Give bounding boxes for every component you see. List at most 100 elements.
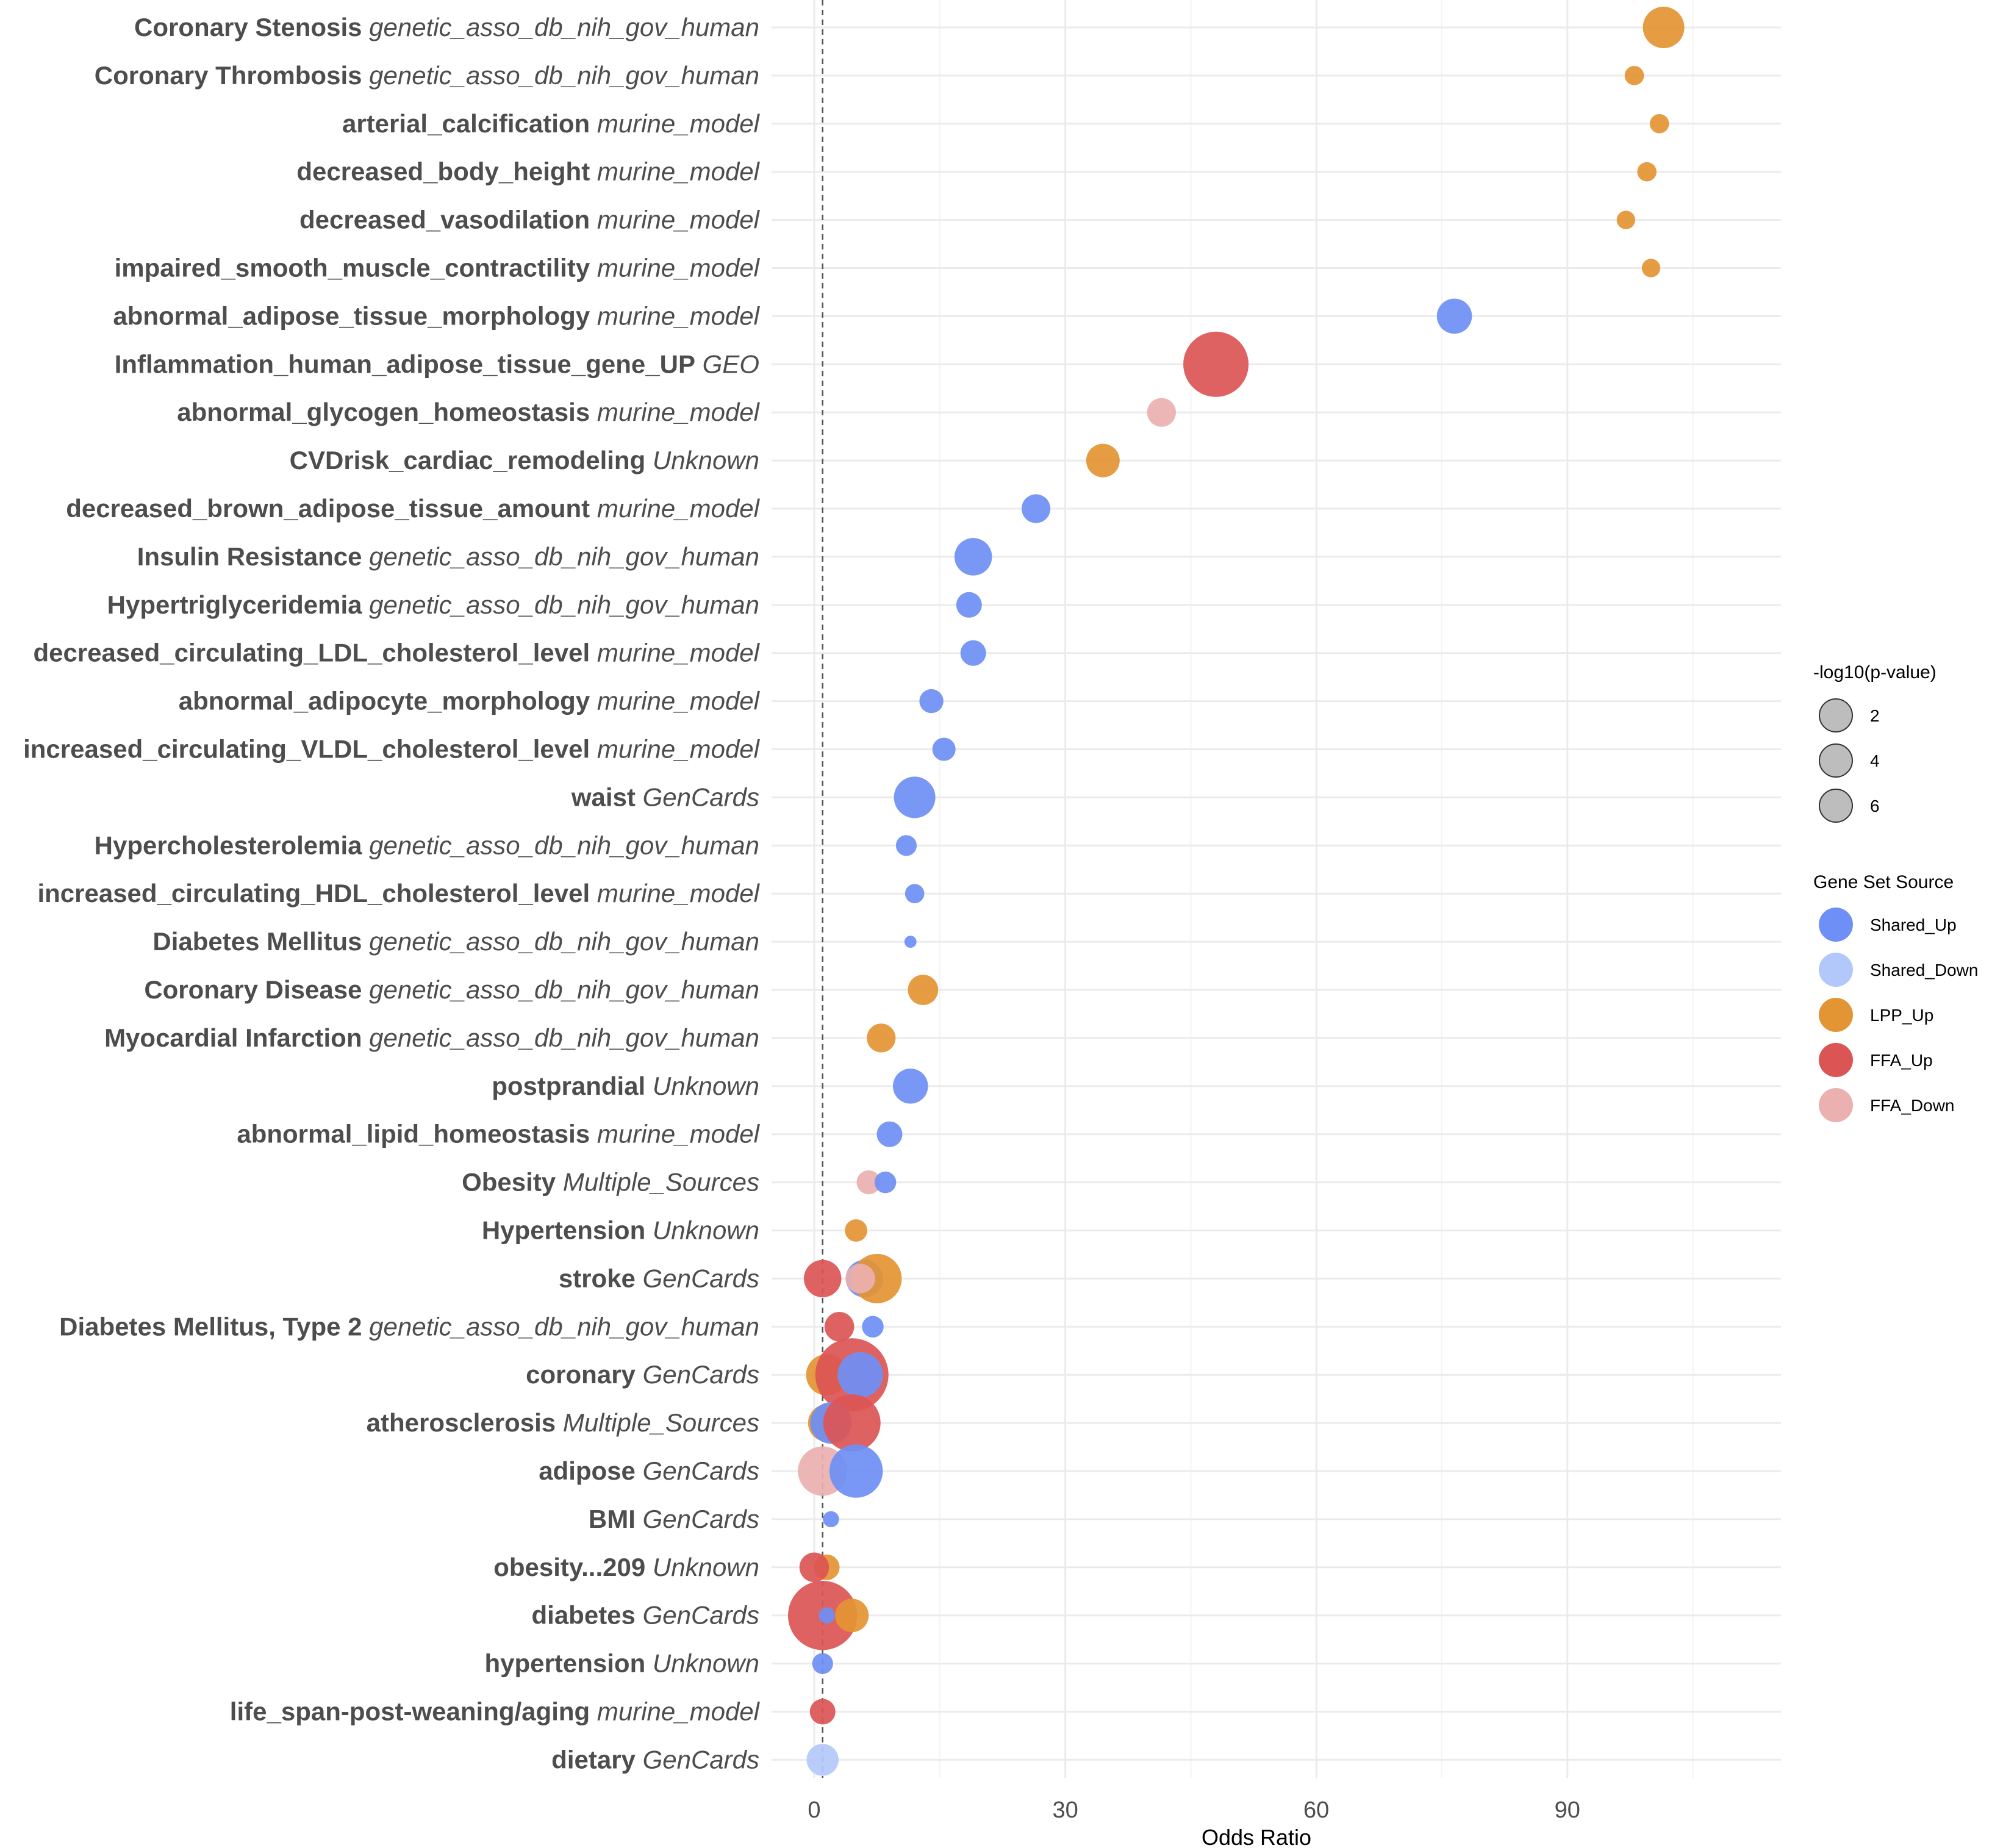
y-label-term: abnormal_adipose_tissue_morphology: [113, 301, 590, 330]
color-legend-label: LPP_Up: [1870, 1006, 1933, 1025]
y-label-increased-circulating-vldl-cholesterol-level: increased_circulating_VLDL_cholesterol_l…: [23, 735, 761, 764]
y-label-term: hypertension: [485, 1649, 646, 1678]
y-label-term: stroke: [559, 1264, 636, 1292]
x-tick-label: 90: [1555, 1797, 1580, 1823]
y-label-term: coronary: [526, 1360, 636, 1389]
y-label-arterial-calcification: arterial_calcification murine_model: [342, 109, 761, 138]
size-legend-key: [1819, 743, 1853, 778]
size-legend-key: [1819, 698, 1853, 732]
point-coronary-disease-lpp-up: [908, 975, 939, 1005]
point-hypertriglyceridemia-shared-up: [956, 592, 982, 618]
color-legend-key-lpp-up: [1819, 998, 1853, 1032]
y-label-source: murine_model: [590, 109, 760, 138]
point-atherosclerosis-ffa-up: [823, 1394, 881, 1452]
point-abnormal-glycogen-homeostasis-ffa-down: [1147, 398, 1176, 427]
y-label-hypertriglyceridemia: Hypertriglyceridemia genetic_asso_db_nih…: [107, 590, 759, 619]
color-legend-label: FFA_Down: [1870, 1096, 1955, 1115]
y-label-decreased-circulating-ldl-cholesterol-level: decreased_circulating_LDL_cholesterol_le…: [33, 639, 760, 667]
size-legend-title: -log10(p-value): [1813, 662, 1936, 682]
y-label-coronary: coronary GenCards: [526, 1360, 759, 1389]
y-label-term: decreased_brown_adipose_tissue_amount: [66, 494, 590, 523]
y-label-term: Diabetes Mellitus: [152, 927, 362, 956]
y-label-source: Unknown: [645, 1072, 759, 1100]
color-legend-key-ffa-down: [1819, 1088, 1853, 1122]
y-label-term: Hypercholesterolemia: [95, 831, 362, 859]
y-label-source: GEO: [695, 349, 759, 378]
y-label-term: Obesity: [462, 1168, 556, 1197]
y-label-term: postprandial: [492, 1072, 645, 1100]
color-legend-key-shared-up: [1819, 908, 1853, 942]
point-insulin-resistance-shared-up: [954, 538, 992, 576]
y-label-decreased-body-height: decreased_body_height murine_model: [296, 157, 760, 186]
point-decreased-body-height-lpp-up: [1637, 162, 1657, 182]
y-label-term: atherosclerosis: [367, 1408, 556, 1437]
point-myocardial-infarction-lpp-up: [867, 1023, 896, 1053]
y-label-source: murine_model: [590, 206, 760, 234]
point-coronary-stenosis-lpp-up: [1643, 7, 1685, 48]
y-label-stroke: stroke GenCards: [559, 1264, 759, 1292]
point-life-span-post-weaning-aging-ffa-up: [809, 1699, 836, 1725]
y-label-term: waist: [571, 783, 636, 811]
y-label-source: murine_model: [590, 494, 760, 523]
y-label-abnormal-adipose-tissue-morphology: abnormal_adipose_tissue_morphology murin…: [113, 301, 760, 330]
color-legend-label: Shared_Down: [1870, 961, 1978, 980]
color-legend-label: Shared_Up: [1870, 915, 1957, 934]
y-label-term: decreased_vasodilation: [299, 206, 590, 234]
y-label-source: murine_model: [590, 687, 760, 715]
point-obesity-shared-up: [874, 1171, 897, 1194]
y-label-diabetes-mellitus-type-2: Diabetes Mellitus, Type 2 genetic_asso_d…: [59, 1312, 759, 1341]
y-label-source: genetic_asso_db_nih_gov_human: [362, 13, 759, 41]
y-label-term: Hypertriglyceridemia: [107, 590, 362, 619]
x-tick-label: 0: [808, 1797, 820, 1823]
x-axis-ticks: 0 30 60 90: [808, 1797, 1580, 1823]
y-label-source: genetic_asso_db_nih_gov_human: [362, 1312, 759, 1341]
point-coronary-thrombosis-lpp-up: [1624, 66, 1644, 85]
y-label-source: GenCards: [636, 1456, 759, 1485]
y-label-coronary-thrombosis: Coronary Thrombosis genetic_asso_db_nih_…: [95, 61, 759, 90]
color-legend-key-ffa-up: [1819, 1043, 1853, 1077]
y-label-source: murine_model: [590, 157, 760, 186]
y-label-myocardial-infarction: Myocardial Infarction genetic_asso_db_ni…: [104, 1023, 759, 1052]
point-inflammation-human-adipose-tissue-gene-up-ffa-up: [1183, 331, 1249, 397]
color-legend-title: Gene Set Source: [1813, 872, 1954, 892]
point-obesity-ffa-down: [856, 1170, 881, 1195]
y-label-source: genetic_asso_db_nih_gov_human: [362, 927, 759, 956]
point-diabetes-mellitus-type-2-shared-up: [862, 1316, 884, 1338]
point-abnormal-adipose-tissue-morphology-shared-up: [1436, 298, 1472, 334]
y-label-source: genetic_asso_db_nih_gov_human: [362, 590, 759, 619]
y-label-term: impaired_smooth_muscle_contractility: [115, 254, 590, 282]
size-legend-label: 4: [1870, 751, 1880, 770]
y-label-term: abnormal_glycogen_homeostasis: [177, 398, 590, 426]
y-label-term: adipose: [539, 1456, 636, 1485]
point-cvdrisk-cardiac-remodeling-lpp-up: [1086, 443, 1120, 478]
y-label-insulin-resistance: Insulin Resistance genetic_asso_db_nih_g…: [137, 542, 759, 571]
x-axis-title: Odds Ratio: [1202, 1825, 1311, 1848]
y-label-abnormal-adipocyte-morphology: abnormal_adipocyte_morphology murine_mod…: [179, 687, 761, 715]
y-label-life-span-post-weaning-aging: life_span-post-weaning/aging murine_mode…: [230, 1697, 761, 1726]
point-coronary-shared-up: [837, 1352, 883, 1398]
y-label-source: GenCards: [636, 1505, 759, 1533]
y-label-coronary-stenosis: Coronary Stenosis genetic_asso_db_nih_go…: [134, 13, 759, 41]
data-points: [787, 7, 1685, 1776]
x-tick-label: 30: [1052, 1797, 1078, 1823]
y-label-atherosclerosis: atherosclerosis Multiple_Sources: [367, 1408, 759, 1437]
y-label-decreased-vasodilation: decreased_vasodilation murine_model: [299, 206, 761, 234]
color-legend: Gene Set Source Shared_Up Shared_Down LPP_…: [1813, 872, 1978, 1122]
y-label-source: murine_model: [590, 879, 760, 908]
color-legend-key-shared-down: [1819, 953, 1853, 987]
y-label-term: Coronary Disease: [144, 975, 362, 1004]
point-dietary-shared-down: [806, 1744, 839, 1776]
y-label-term: Insulin Resistance: [137, 542, 362, 571]
color-legend-label: FFA_Up: [1870, 1051, 1933, 1070]
y-label-source: genetic_asso_db_nih_gov_human: [362, 542, 759, 571]
y-axis-labels: Coronary Stenosis genetic_asso_db_nih_go…: [23, 13, 761, 1774]
y-label-postprandial: postprandial Unknown: [492, 1072, 759, 1100]
y-label-term: CVDrisk_cardiac_remodeling: [290, 446, 646, 475]
y-label-source: murine_model: [590, 1120, 760, 1148]
y-label-adipose: adipose GenCards: [539, 1456, 759, 1485]
y-label-source: Unknown: [645, 1553, 759, 1581]
y-label-term: arterial_calcification: [342, 109, 590, 138]
point-increased-circulating-vldl-cholesterol-level-shared-up: [932, 737, 956, 761]
